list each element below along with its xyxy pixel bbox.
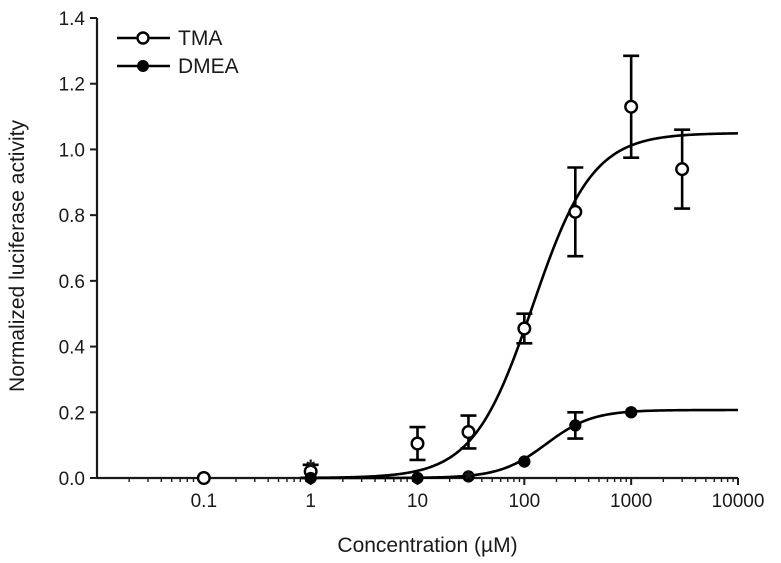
- legend-marker: [137, 60, 149, 72]
- data-point-tma: [517, 321, 532, 336]
- data-point-dmea: [569, 419, 582, 432]
- x-tick-label: 0.1: [191, 491, 217, 512]
- y-tick-label: 0.0: [59, 469, 85, 490]
- legend-entry-tma: TMA: [178, 27, 222, 50]
- x-tick-label: 1: [305, 491, 316, 512]
- x-tick-label: 10: [407, 491, 428, 512]
- data-point-dmea: [304, 471, 317, 485]
- data-point-dmea: [518, 455, 531, 468]
- data-point-tma: [410, 436, 425, 451]
- y-tick-label: 0.2: [59, 403, 85, 424]
- fit-curve-dmea: [300, 408, 738, 480]
- x-tick-label: 10000: [712, 491, 765, 512]
- legend-marker: [136, 31, 150, 45]
- data-point-tma: [624, 99, 639, 114]
- significance-marker: *: [464, 467, 473, 492]
- y-tick-label: 0.4: [59, 338, 86, 359]
- axes: 0.0 0.2 0.4 0.6 0.8 1.0 1.2 1.4 0.1 1 10 100 1000 100…: [59, 9, 765, 512]
- data-point-tma: [196, 471, 211, 486]
- y-tick-label: 1.2: [59, 75, 85, 96]
- x-tick-label: 1000: [610, 491, 652, 512]
- legend-entry-dmea: DMEA: [178, 55, 239, 78]
- y-tick-label: 0.8: [59, 206, 85, 227]
- data-point-tma: [568, 204, 583, 219]
- x-axis-title: Concentration (µM): [337, 534, 517, 557]
- legend: TMA DMEA: [117, 27, 239, 78]
- data-point-tma: [461, 425, 476, 440]
- data-point-tma: [675, 162, 690, 177]
- x-tick-label: 100: [508, 491, 540, 512]
- y-axis-title: Normalized luciferase activity: [6, 120, 29, 392]
- y-tick-label: 1.4: [59, 9, 86, 30]
- y-tick-label: 0.6: [59, 272, 85, 293]
- data-marks: * *: [196, 54, 691, 492]
- data-point-dmea: [411, 471, 424, 485]
- significance-marker: *: [306, 455, 315, 480]
- fit-curves: [300, 132, 739, 480]
- y-tick-label: 1.0: [59, 140, 85, 161]
- data-point-dmea: [625, 406, 638, 419]
- data-point-dmea: [462, 470, 475, 483]
- fit-curve-tma: [300, 132, 739, 480]
